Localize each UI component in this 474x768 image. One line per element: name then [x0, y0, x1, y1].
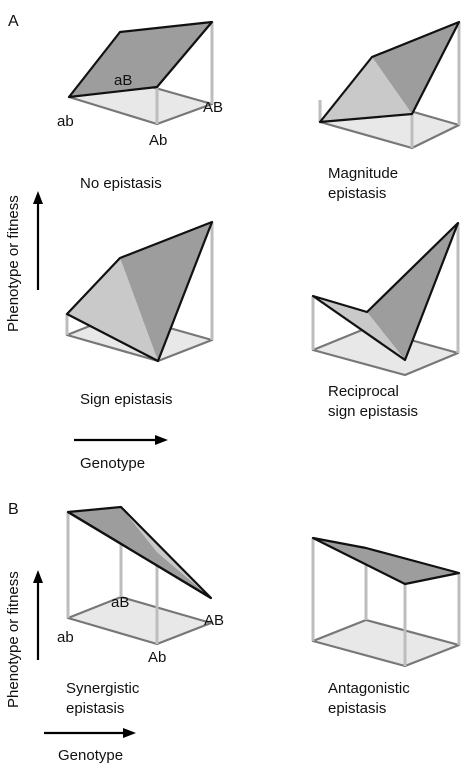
- genotype-label-Ab: Ab: [148, 649, 166, 666]
- fitness-surface: [69, 22, 212, 97]
- diagram-antagonistic-epistasis: Antagonistic epistasis: [311, 536, 461, 717]
- panel-letter-b: B: [8, 501, 19, 518]
- axes-panel-a: Phenotype or fitness Genotype: [5, 191, 168, 472]
- fitness-surface-edge: [311, 221, 460, 362]
- x-axis-label: Genotype: [80, 455, 145, 472]
- y-axis-label: Phenotype or fitness: [5, 195, 22, 332]
- diagram-title-line-2: epistasis: [66, 700, 124, 717]
- arrowhead-icon: [123, 728, 136, 738]
- fitness-surface-front: [320, 57, 412, 122]
- diagram-title-line-2: epistasis: [328, 185, 386, 202]
- diagram-title-line-2: sign epistasis: [328, 403, 418, 420]
- fitness-surface: [313, 538, 459, 584]
- diagram-sign-epistasis: Sign epistasis: [65, 220, 214, 408]
- genotype-label-ab: ab: [57, 629, 74, 646]
- diagram-no-epistasis: aB ab Ab AB No epistasis: [57, 20, 223, 192]
- arrowhead-icon: [33, 191, 43, 204]
- arrowhead-icon: [33, 570, 43, 583]
- x-axis-label: Genotype: [58, 747, 123, 764]
- genotype-label-aB: aB: [111, 594, 129, 611]
- diagram-title-line-2: epistasis: [328, 700, 386, 717]
- diagram-reciprocal-sign-epistasis: Reciprocal sign epistasis: [311, 221, 460, 420]
- fitness-surface-back: [120, 222, 212, 361]
- panel-letter-a: A: [8, 13, 19, 30]
- genotype-floor: [311, 618, 461, 668]
- genotype-label-ab: ab: [57, 113, 74, 130]
- fitness-surface-edge: [311, 536, 461, 586]
- diagram-title-line-1: Magnitude: [328, 165, 398, 182]
- fitness-surface-back: [367, 223, 458, 360]
- genotype-label-AB: AB: [203, 99, 223, 116]
- fitness-surface-front: [67, 258, 158, 361]
- fitness-surface-edge-front: [67, 511, 212, 599]
- genotype-label-Ab: Ab: [149, 132, 167, 149]
- fitness-surface-edge: [67, 20, 214, 99]
- arrowhead-icon: [155, 435, 168, 445]
- diagram-magnitude-epistasis: Magnitude epistasis: [318, 20, 461, 202]
- genotype-floor: [66, 595, 213, 646]
- diagram-synergistic-epistasis: aB ab Ab AB Synergistic epistasis: [57, 505, 224, 717]
- genotype-label-aB: aB: [114, 72, 132, 89]
- y-axis-label: Phenotype or fitness: [5, 571, 22, 708]
- diagram-title-line-1: Synergistic: [66, 680, 140, 697]
- axes-panel-b: Phenotype or fitness Genotype: [5, 570, 136, 764]
- fitness-surface-edge: [65, 220, 214, 363]
- diagram-title-line-1: Antagonistic: [328, 680, 410, 697]
- genotype-label-AB: AB: [204, 612, 224, 629]
- diagram-title-line-1: Reciprocal: [328, 383, 399, 400]
- diagram-title: No epistasis: [80, 175, 162, 192]
- diagram-title: Sign epistasis: [80, 391, 173, 408]
- fitness-surface-edge: [318, 20, 461, 124]
- fitness-surface-back: [372, 22, 459, 114]
